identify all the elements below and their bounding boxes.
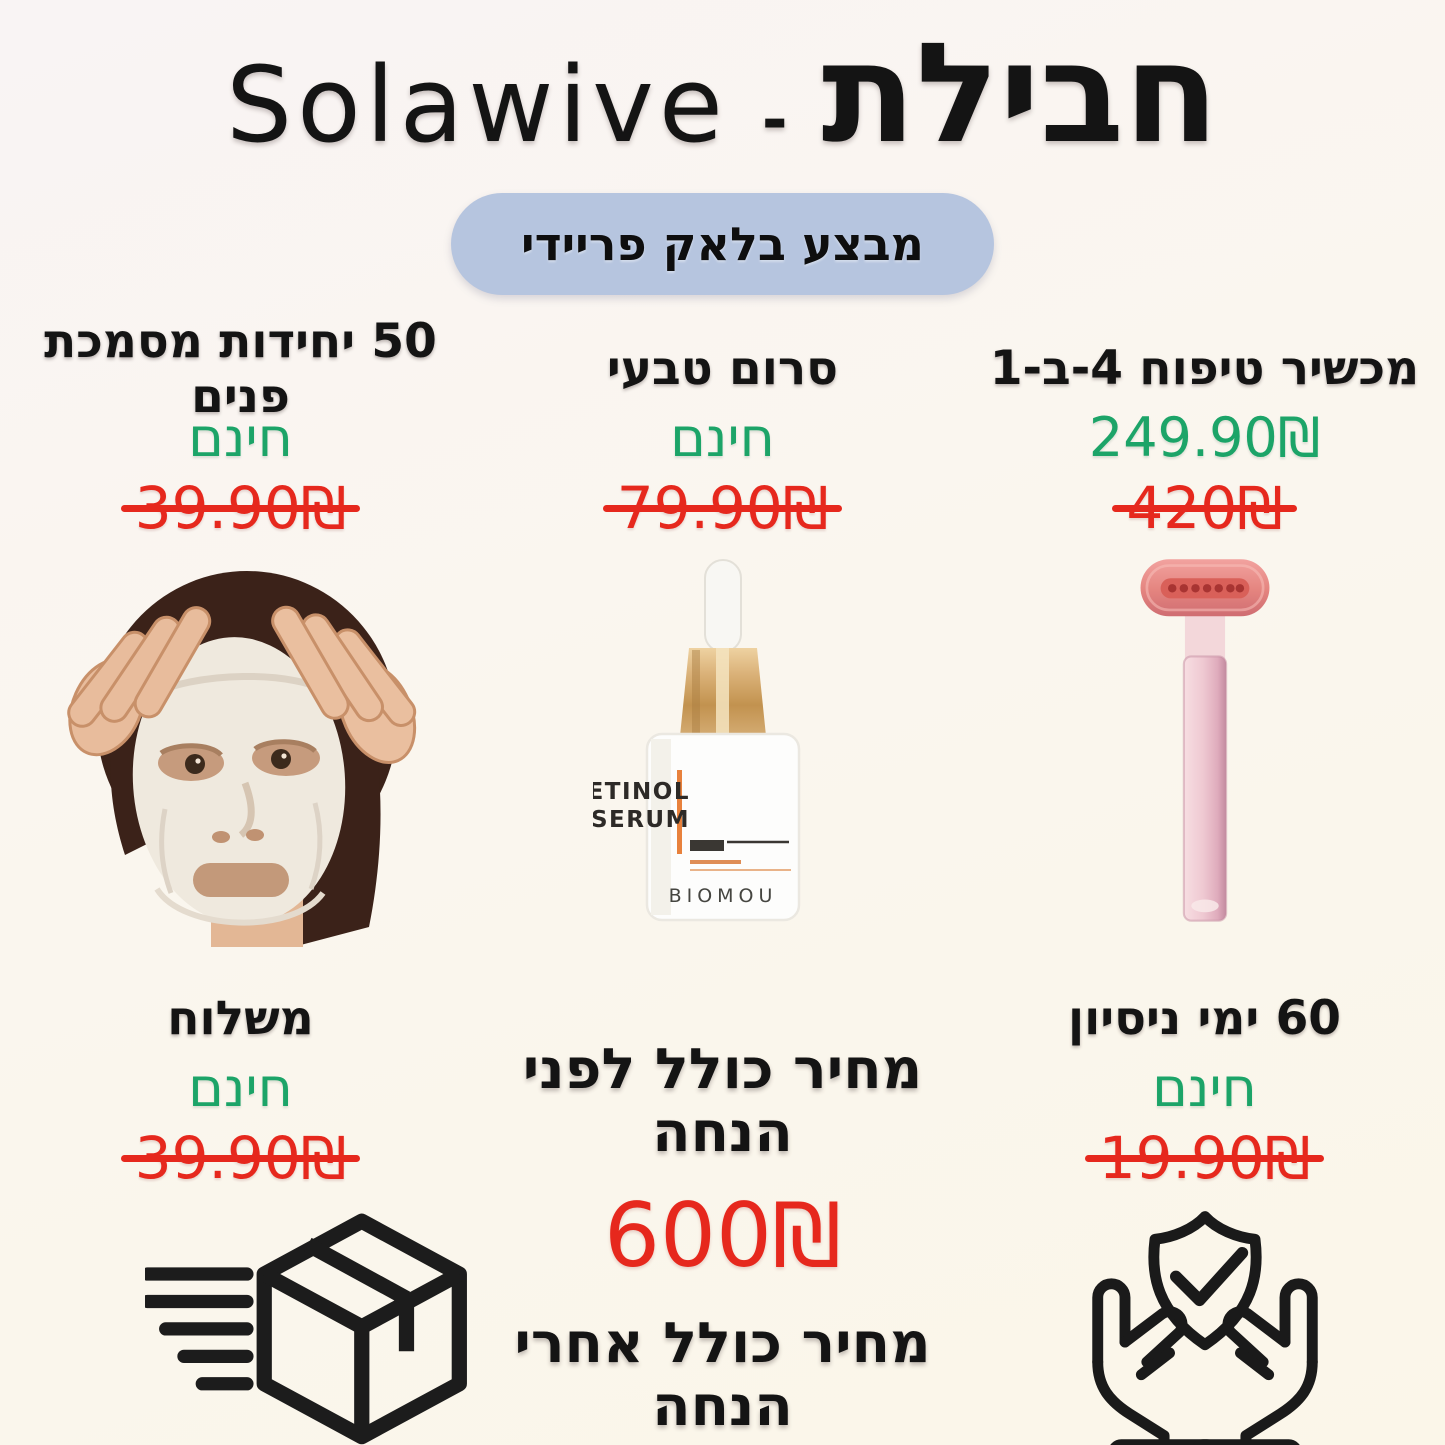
mask-mouth-opening — [192, 862, 289, 897]
sheet-mask — [132, 637, 345, 925]
summary-after-label: מחיר כולל אחרי הנחה — [514, 1311, 931, 1439]
shipping-icon-area — [0, 1209, 481, 1445]
serum-bottle-image: RETINOL SERUM BIOMOU — [593, 558, 800, 922]
header: חבילת - Solawive מבצע בלאק פריידי — [0, 0, 1445, 295]
left-hand-line — [1091, 1278, 1218, 1445]
trial-price-old: 19.90₪ — [1084, 1123, 1324, 1192]
shipping-price-old: 39.90₪ — [120, 1123, 360, 1192]
badge-label: מבצע בלאק פריידי — [521, 216, 924, 271]
device-image-area — [964, 555, 1445, 947]
skincare-wand-image — [1140, 559, 1269, 922]
serum-free: חינם — [670, 405, 775, 469]
trial-name: 60 ימי ניסיון — [1068, 991, 1342, 1047]
title-brand: Solawive — [226, 44, 728, 166]
summary-before-label: מחיר כולל לפני הנחה — [522, 1036, 923, 1165]
serum-price-old: 79.90₪ — [602, 473, 842, 542]
device-price-old: 420₪ — [1112, 473, 1297, 542]
product-device: מכשיר טיפוח 4-ב-1 249.90₪ 420₪ — [964, 337, 1445, 947]
serum-image-area: RETINOL SERUM BIOMOU — [481, 555, 964, 947]
label-line2: SERUM — [593, 807, 690, 833]
title-dash: - — [761, 83, 788, 156]
label-orange-bar — [676, 769, 682, 854]
shipping-free: חינם — [188, 1055, 293, 1119]
device-price-new: 249.90₪ — [1088, 405, 1321, 469]
mask-price-old: 39.90₪ — [120, 473, 360, 542]
speed-lines — [145, 1267, 254, 1391]
price-summary: מחיר כולל לפני הנחה 600₪ מחיר כולל אחרי … — [481, 987, 964, 1445]
shipping-column: משלוח חינם 39.90₪ — [0, 987, 481, 1445]
wand-neck — [1184, 607, 1225, 661]
right-hand — [270, 605, 416, 764]
summary-before-price: 600₪ — [604, 1184, 841, 1288]
right-hand-line — [1191, 1278, 1318, 1445]
shipping-box-icon — [145, 1213, 467, 1445]
page-title: חבילת - Solawive — [0, 13, 1445, 174]
face-mask-photo — [66, 570, 416, 947]
trial-icon-area — [964, 1209, 1445, 1445]
trial-column: 60 ימי ניסיון חינם 19.90₪ — [964, 987, 1445, 1445]
serum-name: סרום טבעי — [606, 341, 839, 397]
bottle-brand: BIOMOU — [668, 885, 777, 907]
products-row: מכשיר טיפוח 4-ב-1 249.90₪ 420₪ — [0, 313, 1445, 947]
shield-check-hands-icon — [1091, 1210, 1318, 1445]
black-friday-badge: מבצע בלאק פריידי — [451, 192, 994, 295]
left-hand — [66, 606, 211, 757]
title-package-word: חבילת — [821, 13, 1219, 174]
dropper-top — [703, 558, 742, 653]
mask-image-area — [0, 555, 481, 947]
device-name: מכשיר טיפוח 4-ב-1 — [989, 341, 1420, 397]
extras-row: 60 ימי ניסיון חינם 19.90₪ — [0, 987, 1445, 1445]
mask-name: 50 יחידות מסמכת פנים — [44, 313, 437, 424]
product-serum: סרום טבעי חינם 79.90₪ — [481, 337, 964, 947]
mask-free: חינם — [188, 405, 293, 469]
label-line1: RETINOL — [593, 779, 690, 805]
bottle-body — [645, 732, 800, 922]
product-mask: 50 יחידות מסמכת פנים חינם 39.90₪ — [0, 313, 481, 947]
shipping-name: משלוח — [167, 991, 314, 1047]
trial-free: חינם — [1152, 1055, 1257, 1119]
wand-led-dots — [1167, 583, 1244, 593]
wand-handle — [1183, 656, 1226, 921]
